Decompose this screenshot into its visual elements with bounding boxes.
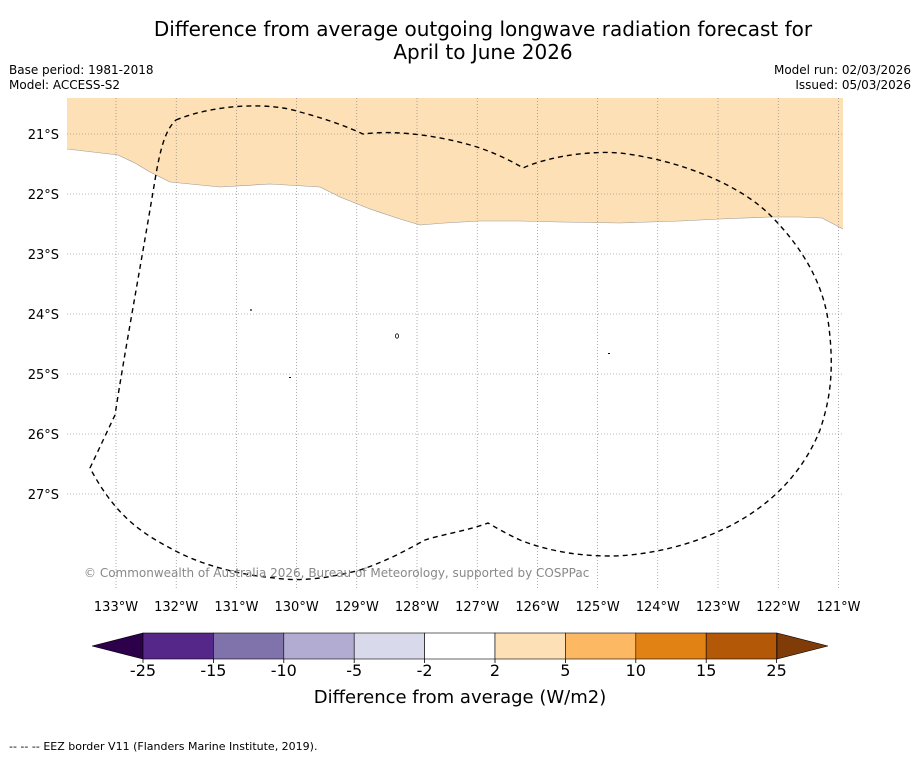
map-panel: © Commonwealth of Australia 2026, Bureau… xyxy=(66,98,844,590)
longitude-labels: 133°W 132°W 131°W 130°W 129°W 128°W 127°W 126°W… xyxy=(94,600,861,615)
eez-legend-symbol: -- -- -- xyxy=(9,740,40,753)
gridlines xyxy=(67,98,843,590)
model-run-text: Model run: 02/03/2026 xyxy=(773,63,911,77)
colorbar-bin xyxy=(424,632,496,660)
longitude-label: 122°W xyxy=(756,600,800,615)
region-edge-line xyxy=(66,148,844,230)
meta-left: Base period: 1981-2018 Model: ACCESS-S2 xyxy=(9,63,154,93)
eez-border xyxy=(89,105,832,581)
colorbar-bin xyxy=(142,632,214,660)
eez-legend-text: EEZ border V11 (Flanders Marine Institut… xyxy=(43,740,318,753)
longitude-label: 127°W xyxy=(455,600,499,615)
colorbar-bin xyxy=(705,632,777,660)
colorbar-tick-label: 15 xyxy=(696,661,716,680)
longitude-label: 128°W xyxy=(395,600,439,615)
island xyxy=(394,333,399,339)
colorbar-under-arrow xyxy=(91,632,144,660)
copyright-text: © Commonwealth of Australia 2026, Bureau… xyxy=(84,566,589,580)
colorbar-tick-label: -5 xyxy=(346,661,362,680)
island xyxy=(250,309,252,311)
issued-text: Issued: 05/03/2026 xyxy=(795,78,911,92)
longitude-label: 125°W xyxy=(576,600,620,615)
colorbar-tick-label: -10 xyxy=(271,661,297,680)
colorbar-bins xyxy=(142,632,777,660)
island xyxy=(289,377,291,378)
latitude-label: 21°S xyxy=(28,128,59,143)
colorbar-ticks: -25 -15 -10 -5 -2 2 5 10 15 25 xyxy=(130,659,787,680)
latitude-label: 27°S xyxy=(28,488,59,503)
colorbar-bin xyxy=(213,632,285,660)
latitude-label: 23°S xyxy=(28,248,59,263)
colorbar-bin xyxy=(635,632,707,660)
colorbar-tick-label: 10 xyxy=(626,661,646,680)
colorbar-tick-label: 5 xyxy=(560,661,570,680)
colorbar-bin xyxy=(494,632,566,660)
longitude-label: 123°W xyxy=(696,600,740,615)
title-line-2: April to June 2026 xyxy=(393,40,573,64)
colorbar-tick-label: -2 xyxy=(417,661,433,680)
base-period-text: Base period: 1981-2018 xyxy=(9,63,154,77)
colorbar-over-arrow xyxy=(776,632,829,660)
longitude-label: 131°W xyxy=(214,600,258,615)
colorbar-tick-label: 2 xyxy=(490,661,500,680)
colorbar-bin xyxy=(565,632,637,660)
island xyxy=(608,353,610,354)
longitude-label: 133°W xyxy=(94,600,138,615)
longitude-label: 132°W xyxy=(154,600,198,615)
longitude-label: 126°W xyxy=(515,600,559,615)
longitude-label: 130°W xyxy=(275,600,319,615)
latitude-label: 24°S xyxy=(28,308,59,323)
longitude-label: 121°W xyxy=(816,600,860,615)
islands xyxy=(250,309,610,378)
meta-right: Model run: 02/03/2026 Issued: 05/03/2026 xyxy=(774,63,911,93)
title-line-1: Difference from average outgoing longwav… xyxy=(153,17,813,41)
anomaly-region-2-to-5 xyxy=(67,98,843,229)
colorbar: -25 -15 -10 -5 -2 2 5 10 15 25 Difference from av… xyxy=(91,632,829,708)
footer-legend: -- -- -- EEZ border V11 (Flanders Marine… xyxy=(9,740,317,753)
model-text: Model: ACCESS-S2 xyxy=(9,78,121,92)
latitude-label: 22°S xyxy=(28,188,59,203)
colorbar-bin xyxy=(353,632,425,660)
chart-title: Difference from average outgoing longwav… xyxy=(0,18,919,64)
colorbar-label: Difference from average (W/m2) xyxy=(314,687,606,708)
colorbar-tick-label: -15 xyxy=(200,661,226,680)
longitude-label: 124°W xyxy=(636,600,680,615)
latitude-label: 26°S xyxy=(28,428,59,443)
colorbar-bin xyxy=(283,632,355,660)
latitude-label: 25°S xyxy=(28,368,59,383)
colorbar-tick-label: -25 xyxy=(130,661,156,680)
latitude-labels: 21°S 22°S 23°S 24°S 25°S 26°S 27°S xyxy=(28,128,59,503)
longitude-label: 129°W xyxy=(335,600,379,615)
colorbar-tick-label: 25 xyxy=(766,661,786,680)
